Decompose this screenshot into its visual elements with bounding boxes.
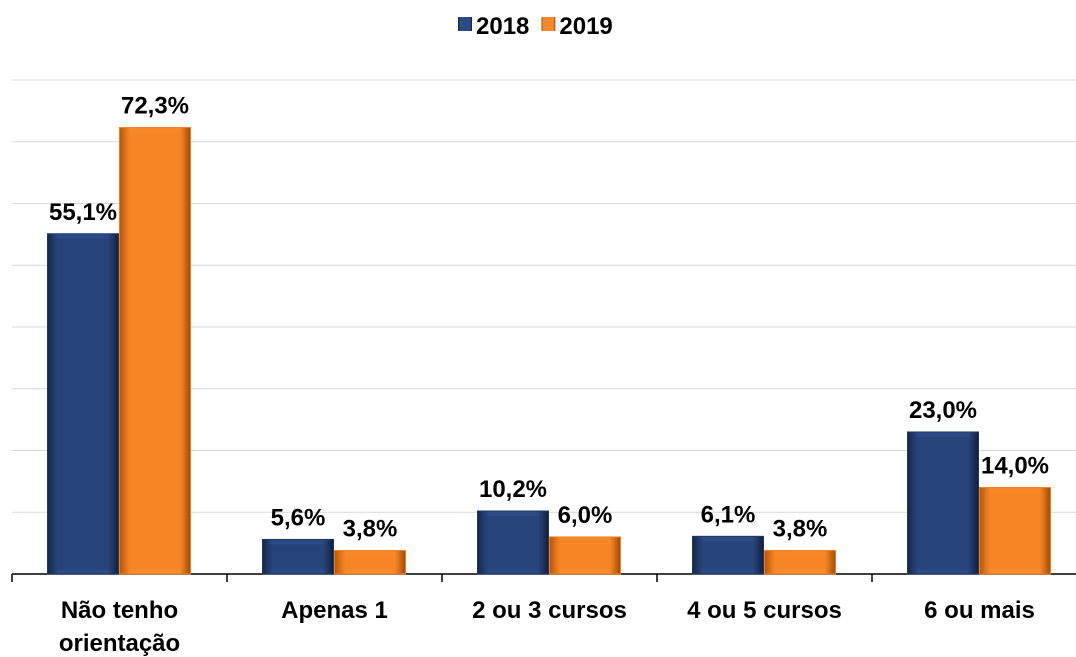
x-tick-label: 2 ou 3 cursos — [472, 597, 627, 624]
bar-bevel — [698, 541, 758, 569]
bar — [549, 536, 621, 575]
x-tick-label: 6 ou mais — [924, 597, 1035, 624]
data-label: 72,3% — [121, 93, 189, 120]
legend-label: 2018 — [476, 13, 529, 40]
bar — [764, 550, 836, 575]
bar-bevel — [125, 132, 185, 570]
data-label: 14,0% — [981, 453, 1049, 480]
bar — [119, 127, 191, 575]
x-label-box: 4 ou 5 cursos — [687, 597, 842, 624]
legend-swatch — [541, 17, 556, 31]
x-label-box: Apenas 1 — [281, 597, 388, 624]
legend: 2018 2019 — [458, 13, 613, 40]
bar — [692, 535, 764, 575]
data-label: 23,0% — [909, 397, 977, 424]
data-label: 5,6% — [271, 504, 326, 531]
data-label: 10,2% — [479, 476, 547, 503]
data-label: 3,8% — [773, 516, 828, 543]
bar-bevel — [53, 238, 113, 569]
bar — [334, 550, 406, 575]
x-label-box: 2 ou 3 cursos — [472, 597, 627, 624]
data-label: 6,1% — [701, 501, 756, 528]
x-label-box: 6 ou mais — [924, 597, 1035, 624]
bar-bevel — [913, 436, 973, 569]
x-tick-label: Não tenho orientação — [58, 597, 181, 657]
legend-swatch — [458, 17, 472, 31]
bar — [477, 510, 549, 575]
bar — [47, 233, 119, 575]
bar-bevel — [483, 516, 543, 569]
bar — [907, 431, 979, 575]
x-tick-label: Apenas 1 — [281, 597, 388, 624]
bar — [262, 538, 334, 575]
data-label: 55,1% — [49, 199, 117, 226]
bar — [979, 487, 1051, 575]
bar-bevel — [268, 544, 328, 569]
legend-label: 2019 — [559, 13, 612, 40]
x-tick-label: 4 ou 5 cursos — [687, 597, 842, 624]
bar-bevel — [985, 492, 1045, 569]
bar-bevel — [555, 541, 615, 569]
bar-bevel — [340, 555, 400, 569]
bar-bevel — [770, 555, 830, 569]
data-label: 3,8% — [343, 516, 398, 543]
data-label: 6,0% — [558, 502, 613, 529]
x-label-box: Não tenho orientação — [58, 597, 181, 657]
